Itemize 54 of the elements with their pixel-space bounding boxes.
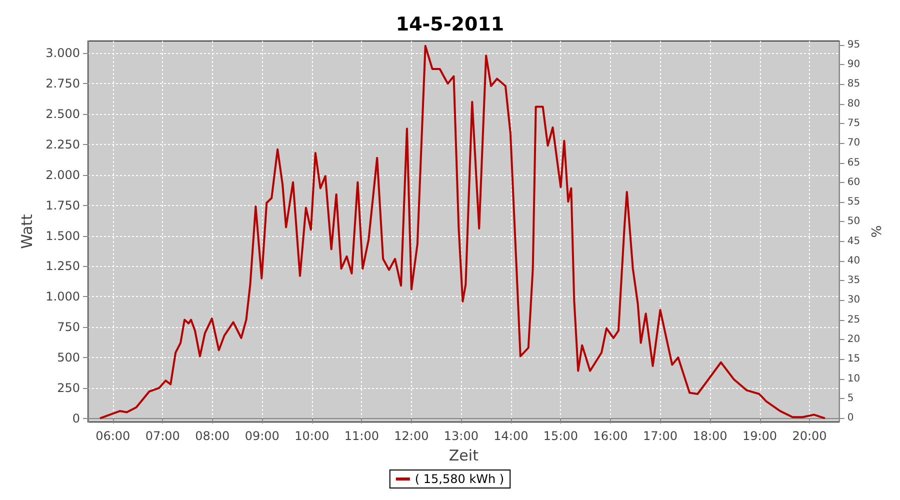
- y2-tick-label: 60: [847, 176, 860, 188]
- x-tick-label: 18:00: [692, 429, 728, 443]
- x-tick-label: 19:00: [742, 429, 778, 443]
- y2-axis-title: %: [870, 225, 885, 238]
- y-tick-label: 750: [57, 320, 80, 334]
- y-tick-label: 1.750: [46, 198, 80, 212]
- y2-tick-label: 80: [847, 98, 860, 110]
- x-tick-label: 14:00: [494, 429, 528, 443]
- y-tick-label: 1.000: [46, 290, 80, 304]
- x-tick-label: 10:00: [294, 429, 330, 443]
- y-axis-title: Watt: [18, 214, 36, 249]
- x-axis-title: Zeit: [448, 446, 479, 464]
- y2-tick-label: 20: [847, 334, 860, 346]
- x-tick-label: 20:00: [792, 429, 827, 443]
- y2-tick-label: 0: [847, 412, 854, 424]
- y2-tick-label: 50: [847, 216, 860, 228]
- y-tick-label: 1.500: [46, 228, 80, 243]
- y-tick-label: 250: [57, 380, 80, 395]
- y2-tick-label: 25: [847, 314, 860, 326]
- x-tick-label: 15:00: [543, 429, 578, 443]
- x-tick-label: 17:00: [642, 429, 678, 443]
- legend-label: ( 15,580 kWh ): [414, 472, 504, 486]
- y2-tick-label: 35: [847, 275, 860, 286]
- y-tick-label: 1.250: [46, 259, 80, 274]
- x-tick-label: 13:00: [444, 429, 478, 443]
- y-tick-label: 3.000: [46, 46, 80, 60]
- x-tick-label: 11:00: [344, 429, 379, 443]
- y2-tick-label: 85: [847, 78, 860, 90]
- x-tick-label: 12:00: [394, 429, 429, 443]
- y-tick-label: 500: [57, 350, 80, 364]
- y2-tick-label: 30: [847, 294, 860, 306]
- y-tick-label: 2.250: [46, 137, 80, 152]
- y-tick-label: 2.000: [46, 168, 80, 182]
- x-tick-label: 08:00: [195, 429, 230, 443]
- line-series: [98, 44, 826, 420]
- y2-tick-label: 10: [847, 373, 860, 384]
- y2-tick-label: 95: [847, 39, 860, 50]
- y-tick-label: 0: [72, 411, 80, 426]
- x-tick-label: 16:00: [593, 429, 628, 443]
- y2-tick-label: 90: [847, 59, 860, 70]
- y2-tick-label: 45: [847, 236, 860, 247]
- y2-tick-label: 40: [847, 255, 860, 266]
- y-tick-label: 2.500: [46, 107, 80, 122]
- chart-title: 14-5-2011: [396, 14, 504, 36]
- y2-tick-label: 70: [847, 138, 860, 149]
- x-tick-label: 07:00: [145, 429, 180, 443]
- y-tick-label: 2.750: [46, 76, 80, 91]
- y2-tick-label: 65: [847, 157, 860, 168]
- x-tick-label: 06:00: [96, 429, 130, 443]
- x-tick-label: 09:00: [244, 429, 280, 443]
- y2-tick-label: 15: [847, 354, 860, 365]
- y2-tick-label: 75: [847, 118, 860, 129]
- y2-tick-label: 55: [847, 196, 860, 208]
- y2-tick-label: 5: [847, 392, 854, 404]
